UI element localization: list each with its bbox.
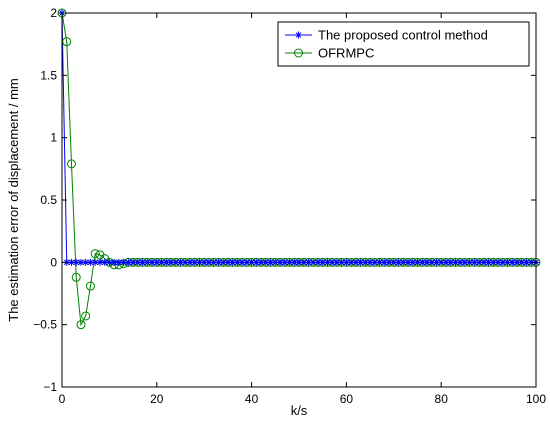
- y-axis-label: The estimation error of displacement / m…: [6, 78, 21, 321]
- plot-area: [62, 13, 536, 387]
- data-point-proposed: [456, 258, 464, 266]
- data-point-proposed: [186, 258, 194, 266]
- data-point-proposed: [200, 258, 208, 266]
- data-point-ofrmpc: [66, 159, 76, 169]
- data-point-proposed: [233, 258, 241, 266]
- data-point-proposed: [110, 258, 118, 266]
- data-point-proposed: [304, 258, 312, 266]
- data-point-proposed: [347, 258, 355, 266]
- data-point-proposed: [366, 258, 374, 266]
- x-tick-label: 60: [340, 392, 354, 406]
- legend-marker: [294, 48, 303, 58]
- data-point-ofrmpc: [76, 320, 86, 330]
- y-tick-label: 0: [50, 255, 57, 269]
- data-point-proposed: [475, 258, 483, 266]
- legend: The proposed control method OFRMPC: [277, 21, 530, 67]
- y-tick-label: −1: [43, 380, 57, 394]
- data-point-proposed: [376, 258, 384, 266]
- data-point-proposed: [238, 258, 246, 266]
- data-point-ofrmpc: [85, 281, 95, 291]
- data-point-proposed: [395, 258, 403, 266]
- data-point-proposed: [485, 258, 493, 266]
- y-tick-label: 2: [50, 6, 57, 20]
- legend-marker: [295, 31, 302, 39]
- data-point-proposed: [181, 258, 189, 266]
- data-point-proposed: [67, 258, 75, 266]
- data-point-proposed: [162, 258, 170, 266]
- data-point-ofrmpc: [62, 37, 72, 47]
- x-tick-label: 100: [526, 392, 546, 406]
- x-tick-label: 40: [245, 392, 259, 406]
- data-point-proposed: [172, 258, 180, 266]
- y-tick-label: 1.5: [40, 68, 57, 82]
- data-point-proposed: [409, 258, 417, 266]
- x-tick-label: 0: [59, 392, 66, 406]
- data-point-proposed: [191, 258, 199, 266]
- y-tick-label: −0.5: [33, 318, 57, 332]
- x-axis-label: k/s: [291, 403, 308, 418]
- legend-label: The proposed control method: [318, 28, 488, 43]
- y-tick-label: 0.5: [40, 193, 57, 207]
- data-point-ofrmpc: [90, 249, 100, 259]
- data-point-ofrmpc: [71, 272, 81, 282]
- data-point-proposed: [276, 258, 284, 266]
- legend-box: [277, 21, 530, 67]
- x-tick-label: 20: [150, 392, 164, 406]
- legend-label: OFRMPC: [318, 46, 374, 61]
- data-point-proposed: [489, 258, 497, 266]
- data-point-proposed: [447, 258, 455, 266]
- data-point-proposed: [210, 258, 218, 266]
- data-point-proposed: [153, 258, 161, 266]
- data-point-proposed: [380, 258, 388, 266]
- y-tick-label: 1: [50, 131, 57, 145]
- data-point-proposed: [466, 258, 474, 266]
- data-point-ofrmpc: [81, 311, 91, 321]
- data-point-proposed: [399, 258, 407, 266]
- data-point-proposed: [499, 258, 507, 266]
- x-tick-label: 80: [435, 392, 449, 406]
- data-point-proposed: [342, 258, 350, 266]
- data-point-proposed: [309, 258, 317, 266]
- data-point-proposed: [523, 258, 531, 266]
